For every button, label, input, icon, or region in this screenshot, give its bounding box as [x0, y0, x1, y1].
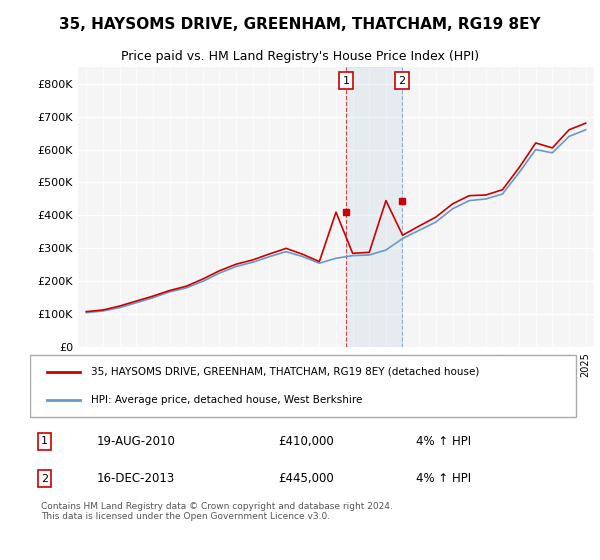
Bar: [346, 67, 402, 347]
Text: 4% ↑ HPI: 4% ↑ HPI: [416, 472, 472, 485]
Text: Price paid vs. HM Land Registry's House Price Index (HPI): Price paid vs. HM Land Registry's House …: [121, 50, 479, 63]
Text: 16-DEC-2013: 16-DEC-2013: [96, 472, 175, 485]
Text: 19-AUG-2010: 19-AUG-2010: [96, 435, 175, 448]
Text: 2: 2: [398, 76, 406, 86]
Text: 1: 1: [343, 76, 349, 86]
Text: £410,000: £410,000: [278, 435, 334, 448]
Text: 4% ↑ HPI: 4% ↑ HPI: [416, 435, 472, 448]
FancyBboxPatch shape: [30, 356, 577, 417]
Text: £445,000: £445,000: [278, 472, 334, 485]
Text: 2: 2: [41, 474, 48, 483]
Text: 35, HAYSOMS DRIVE, GREENHAM, THATCHAM, RG19 8EY (detached house): 35, HAYSOMS DRIVE, GREENHAM, THATCHAM, R…: [91, 367, 479, 377]
Text: 35, HAYSOMS DRIVE, GREENHAM, THATCHAM, RG19 8EY: 35, HAYSOMS DRIVE, GREENHAM, THATCHAM, R…: [59, 17, 541, 32]
Text: 1: 1: [41, 436, 48, 446]
Text: HPI: Average price, detached house, West Berkshire: HPI: Average price, detached house, West…: [91, 395, 362, 405]
Text: Contains HM Land Registry data © Crown copyright and database right 2024.
This d: Contains HM Land Registry data © Crown c…: [41, 502, 393, 521]
